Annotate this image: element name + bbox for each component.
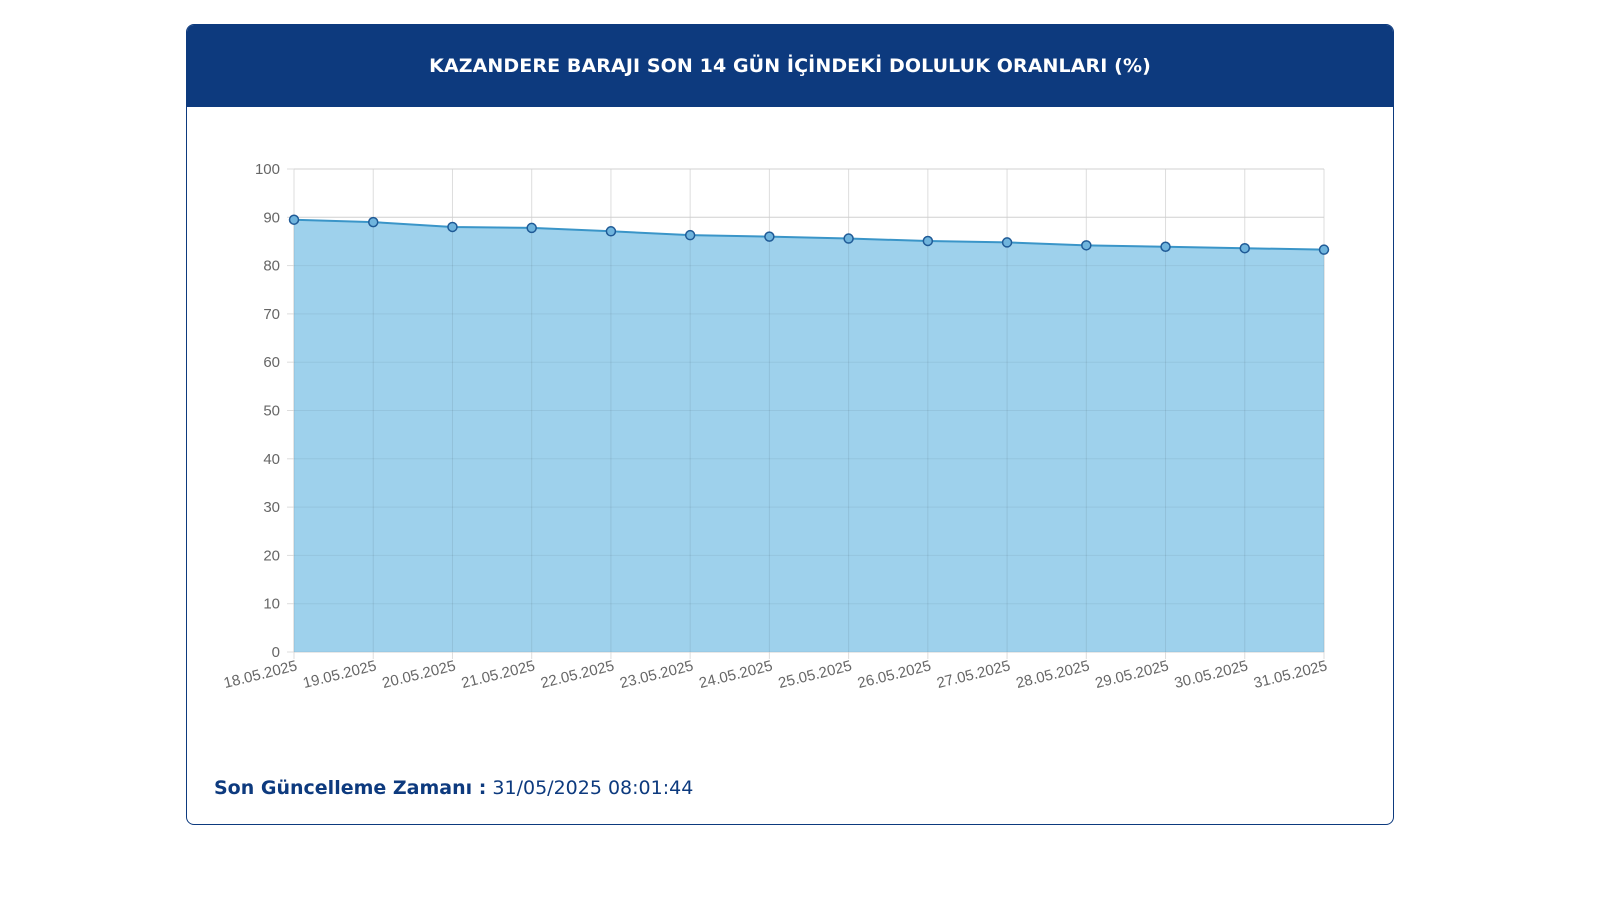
- x-tick-label: 28.05.2025: [1014, 657, 1091, 692]
- series-line: [293, 218, 1325, 251]
- data-point: [367, 216, 379, 228]
- data-point: [1318, 244, 1330, 255]
- data-point: [447, 221, 458, 233]
- y-tick-label: 20: [263, 547, 280, 564]
- data-point: [764, 231, 775, 242]
- data-point: [526, 222, 537, 234]
- y-tick-label: 80: [263, 258, 280, 275]
- data-point: [1239, 242, 1251, 254]
- x-tick-label: 29.05.2025: [1094, 657, 1171, 692]
- last-update-value: 31/05/2025 08:01:44: [492, 777, 694, 799]
- x-tick-label: 27.05.2025: [935, 657, 1012, 692]
- x-tick-label: 30.05.2025: [1173, 657, 1250, 692]
- y-tick-label: 50: [263, 403, 280, 420]
- x-tick-label: 25.05.2025: [777, 657, 854, 692]
- data-point: [922, 235, 934, 247]
- data-point: [605, 226, 617, 237]
- x-tick-label: 18.05.2025: [222, 657, 299, 692]
- y-tick-label: 10: [263, 596, 280, 613]
- data-point: [684, 229, 696, 241]
- y-tick-label: 90: [263, 209, 280, 226]
- data-point: [1160, 241, 1171, 253]
- y-tick-label: 100: [255, 161, 280, 178]
- chart-card: KAZANDERE BARAJI SON 14 GÜN İÇİNDEKİ DOL…: [186, 24, 1394, 825]
- x-tick-label: 20.05.2025: [380, 657, 457, 692]
- x-tick-label: 22.05.2025: [539, 657, 616, 692]
- data-point: [1001, 237, 1013, 248]
- data-point: [1081, 240, 1092, 251]
- y-tick-label: 40: [263, 451, 280, 468]
- last-update-label: Son Güncelleme Zamanı :: [214, 777, 487, 799]
- chart-area: 0 10 20 30 40 50 60 70 80 90 100 18.05.2025 19.05.20…: [187, 107, 1393, 747]
- y-tick-label: 60: [263, 354, 280, 371]
- area-chart: 0 10 20 30 40 50 60 70 80 90 100 18.05.2025 19.05.20…: [222, 161, 1330, 692]
- y-tick-label: 30: [263, 499, 280, 516]
- data-point: [843, 233, 854, 244]
- x-tick-label: 24.05.2025: [697, 657, 774, 692]
- y-tick-label: 0: [272, 644, 280, 661]
- chart-title: KAZANDERE BARAJI SON 14 GÜN İÇİNDEKİ DOL…: [187, 25, 1393, 107]
- last-update: Son Güncelleme Zamanı : 31/05/2025 08:01…: [214, 777, 693, 799]
- x-tick-label: 26.05.2025: [856, 657, 933, 692]
- data-point: [288, 214, 300, 225]
- x-tick-label: 19.05.2025: [301, 657, 378, 692]
- y-tick-label: 70: [263, 306, 280, 323]
- area-fill: [294, 219, 1324, 652]
- x-tick-label: 31.05.2025: [1252, 657, 1329, 692]
- x-tick-label: 23.05.2025: [618, 657, 695, 692]
- x-tick-label: 21.05.2025: [460, 657, 537, 692]
